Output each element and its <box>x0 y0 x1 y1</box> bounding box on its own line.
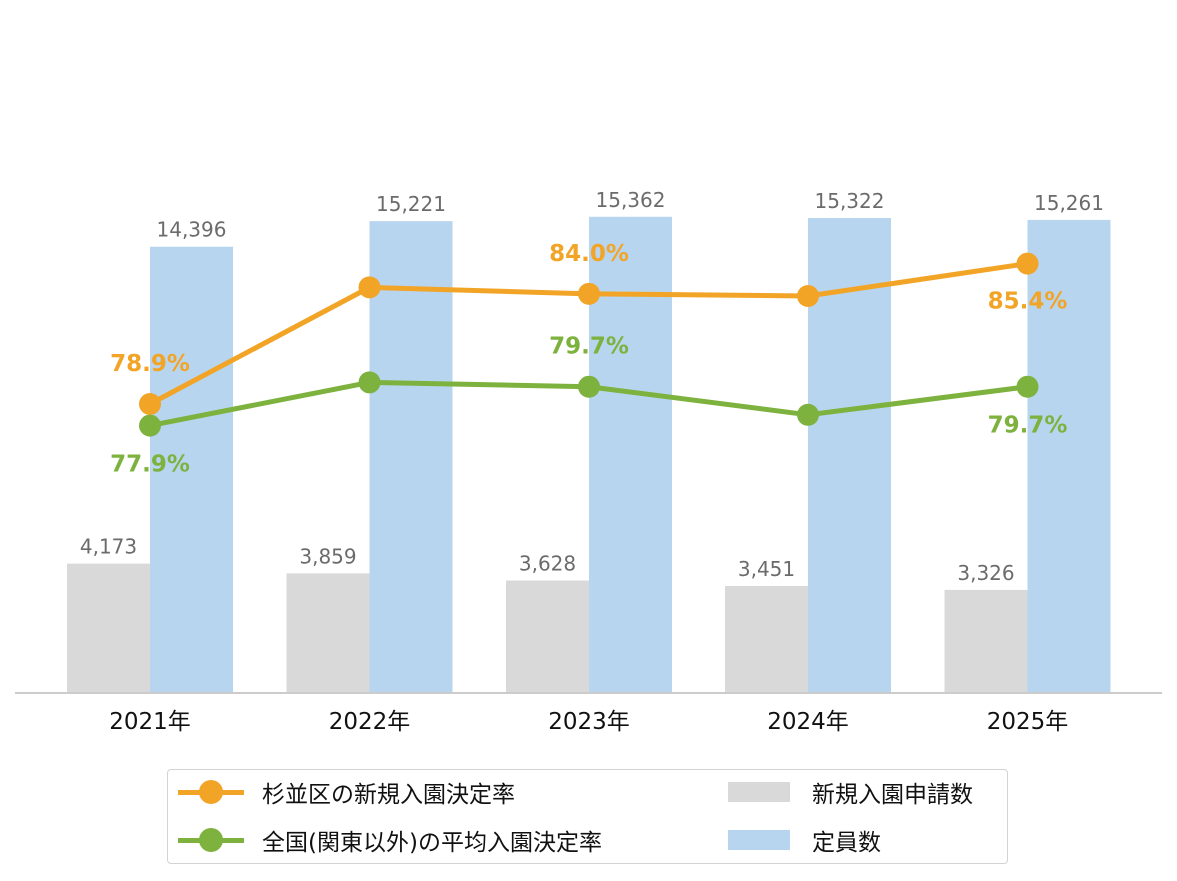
pct-label-suginami-rate-2: 84.0% <box>549 241 629 267</box>
point-suginami-rate-4 <box>1016 252 1039 275</box>
bar-value-label-capacity-1: 15,221 <box>376 192 446 216</box>
bar-value-label-applications-4: 3,326 <box>957 561 1014 585</box>
bar-applications-2 <box>506 580 589 693</box>
bars-layer <box>67 216 1111 694</box>
legend-swatch-suginami-rate <box>178 777 244 807</box>
bar-value-label-applications-2: 3,628 <box>519 552 576 576</box>
point-national-rate-0 <box>139 414 161 437</box>
x-ticks-layer: 2021年 2022年 2023年 2024年 2025年 <box>109 709 1068 735</box>
legend-swatch-national-rate <box>178 825 244 855</box>
point-national-rate-2 <box>578 375 600 398</box>
bar-value-label-applications-0: 4,173 <box>80 535 137 559</box>
bar-capacity-0 <box>150 246 233 693</box>
point-national-rate-4 <box>1016 375 1039 398</box>
legend-entry-national-rate: 全国(関東以外)の平均入園決定率 <box>178 820 602 860</box>
point-suginami-rate-0 <box>139 393 161 415</box>
point-suginami-rate-2 <box>578 282 600 305</box>
bar-value-label-capacity-4: 15,261 <box>1034 191 1104 215</box>
point-suginami-rate-3 <box>797 285 819 307</box>
bar-value-label-capacity-0: 14,396 <box>157 218 227 242</box>
pct-label-suginami-rate-0: 78.9% <box>110 351 190 377</box>
pct-label-national-rate-2: 79.7% <box>549 334 629 360</box>
pct-label-national-rate-0: 77.9% <box>110 452 190 478</box>
lines-layer <box>139 252 1039 437</box>
bar-capacity-3 <box>808 218 891 693</box>
bar-value-label-applications-3: 3,451 <box>738 557 795 581</box>
point-suginami-rate-1 <box>358 276 381 299</box>
bar-capacity-2 <box>589 216 672 693</box>
bar-applications-1 <box>286 573 370 693</box>
bar-capacity-4 <box>1027 219 1111 693</box>
bar-labels-layer: 4,173 3,859 3,628 3,451 3,326 14,396 15,221 15,… <box>80 188 1104 585</box>
legend-entry-capacity: 定員数 <box>728 820 881 860</box>
point-national-rate-1 <box>358 371 381 394</box>
legend-label-capacity: 定員数 <box>812 830 881 856</box>
legend-entry-suginami-rate: 杉並区の新規入園決定率 <box>178 772 515 812</box>
x-tick-label-3: 2024年 <box>767 709 849 735</box>
bar-value-label-capacity-3: 15,322 <box>815 189 885 213</box>
bar-applications-3 <box>725 586 808 693</box>
x-tick-label-1: 2022年 <box>329 709 411 735</box>
legend-swatch-capacity <box>728 830 790 850</box>
pct-labels-layer: 78.9% 84.0% 85.4% 77.9% 79.7% 79.7% <box>110 241 1067 478</box>
bar-value-label-applications-1: 3,859 <box>299 544 356 568</box>
x-tick-label-2: 2023年 <box>548 709 630 735</box>
legend-label-suginami-rate: 杉並区の新規入園決定率 <box>262 782 515 808</box>
legend-label-applications: 新規入園申請数 <box>812 782 973 808</box>
bar-value-label-capacity-2: 15,362 <box>596 188 666 212</box>
legend: 杉並区の新規入園決定率 全国(関東以外)の平均入園決定率 新規入園申請数 定員数 <box>167 769 1008 864</box>
bar-applications-4 <box>944 589 1028 693</box>
legend-swatch-applications <box>728 782 790 802</box>
bar-applications-0 <box>67 563 150 693</box>
x-tick-label-4: 2025年 <box>987 709 1069 735</box>
legend-label-national-rate: 全国(関東以外)の平均入園決定率 <box>262 830 602 856</box>
bar-capacity-1 <box>369 221 453 694</box>
point-national-rate-3 <box>797 403 819 426</box>
x-tick-label-0: 2021年 <box>109 709 191 735</box>
pct-label-national-rate-4: 79.7% <box>988 413 1068 439</box>
legend-entry-applications: 新規入園申請数 <box>728 772 973 812</box>
pct-label-suginami-rate-4: 85.4% <box>988 289 1068 315</box>
